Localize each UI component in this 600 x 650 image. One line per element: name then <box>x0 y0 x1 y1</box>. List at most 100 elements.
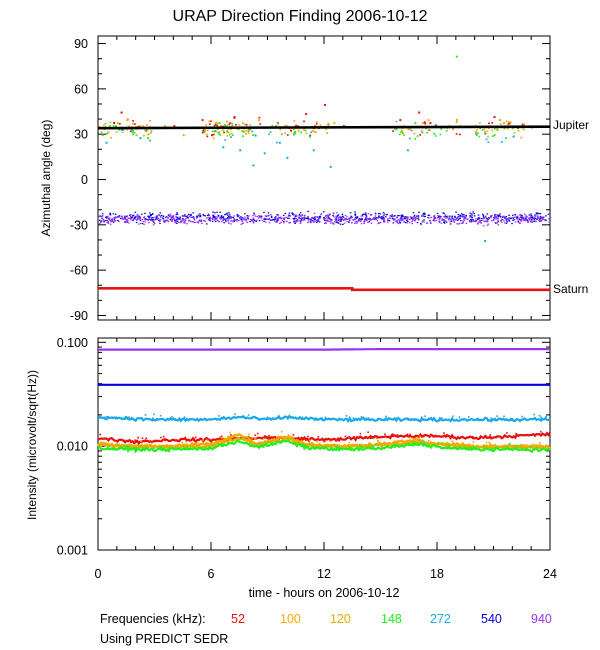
point-540 <box>244 213 246 215</box>
point-940 <box>179 219 182 221</box>
point-148 <box>476 132 479 134</box>
point-120 <box>517 129 520 132</box>
point-940 <box>354 215 357 217</box>
point-540 <box>337 219 340 222</box>
point-540 <box>361 215 364 217</box>
intensity-point-148 <box>517 445 520 447</box>
point-940 <box>526 216 528 218</box>
point-540 <box>520 214 523 216</box>
point-148 <box>401 132 404 135</box>
direction-y-tick-label: 60 <box>74 82 88 96</box>
point-540 <box>109 213 112 216</box>
point-540 <box>336 216 338 218</box>
point-940 <box>172 215 175 217</box>
point-100 <box>502 122 505 125</box>
intensity-point-148 <box>521 448 523 451</box>
intensity-point-100 <box>282 435 285 438</box>
point-540 <box>312 217 315 220</box>
point-940 <box>225 221 227 223</box>
point-540 <box>380 217 383 219</box>
point-940 <box>338 218 341 220</box>
point-148 <box>213 130 216 133</box>
intensity-point-100 <box>202 438 204 441</box>
point-940 <box>377 222 380 225</box>
intensity-point-272 <box>257 418 260 421</box>
point-540 <box>156 215 158 217</box>
point-540 <box>341 215 344 217</box>
point-540 <box>340 218 342 221</box>
point-940 <box>460 216 462 218</box>
point-540 <box>405 216 407 218</box>
intensity-point-52 <box>506 432 508 434</box>
point-272 <box>278 141 281 144</box>
intensity-plot-frame <box>97 337 551 551</box>
point-940 <box>246 216 249 218</box>
intensity-point-272 <box>359 418 362 421</box>
point-940 <box>538 217 540 219</box>
point-940 <box>251 220 254 222</box>
point-540 <box>222 216 225 218</box>
point-940 <box>420 223 423 226</box>
point-940 <box>137 217 140 219</box>
point-940 <box>245 218 248 220</box>
point-100 <box>455 118 458 121</box>
point-940 <box>178 217 181 219</box>
point-940 <box>518 217 521 219</box>
point-120 <box>305 132 308 135</box>
point-940 <box>474 220 477 222</box>
point-148 <box>146 137 149 140</box>
point-940 <box>269 219 272 221</box>
point-120 <box>509 121 512 124</box>
point-540 <box>329 218 332 220</box>
point-100 <box>475 129 478 131</box>
point-940 <box>326 218 329 220</box>
legend-272: 272 <box>430 612 451 626</box>
intensity-point-272 <box>190 418 193 420</box>
point-940 <box>548 221 551 223</box>
intensity-point-272 <box>398 417 401 420</box>
point-940 <box>230 220 233 222</box>
point-540 <box>480 217 483 220</box>
point-940 <box>471 218 473 220</box>
point-940 <box>181 217 184 220</box>
point-940 <box>365 215 368 217</box>
point-540 <box>483 217 486 219</box>
intensity-point-272 <box>153 413 155 416</box>
intensity-point-272 <box>114 417 117 420</box>
point-940 <box>233 217 235 219</box>
point-540 <box>388 220 391 222</box>
intensity-point-100 <box>206 439 209 442</box>
point-148 <box>150 130 153 132</box>
point-148 <box>275 125 278 128</box>
intensity-point-100 <box>525 444 528 446</box>
point-540 <box>407 220 409 222</box>
point-540 <box>247 217 249 219</box>
point-940 <box>458 216 461 218</box>
intensity-point-120 <box>420 440 422 443</box>
point-940 <box>261 219 263 221</box>
point-940 <box>165 219 168 221</box>
point-540 <box>538 212 540 215</box>
intensity-point-52 <box>490 436 492 439</box>
point-940 <box>242 222 244 224</box>
point-540 <box>230 216 233 218</box>
point-540 <box>355 217 358 220</box>
point-940 <box>417 215 419 218</box>
point-940 <box>490 220 493 222</box>
point-540 <box>497 216 500 218</box>
point-940 <box>428 219 431 221</box>
point-52 <box>290 129 293 132</box>
intensity-point-120 <box>109 445 111 447</box>
point-940 <box>283 222 285 224</box>
intensity-point-148 <box>170 447 173 450</box>
intensity-series-940 <box>98 348 550 351</box>
point-940 <box>298 220 301 222</box>
point-940 <box>393 218 396 221</box>
point-540 <box>374 212 377 214</box>
point-940 <box>518 222 521 224</box>
point-272 <box>224 139 227 141</box>
point-940 <box>412 217 414 220</box>
point-540 <box>469 214 472 217</box>
point-52 <box>213 124 216 127</box>
point-940 <box>446 216 449 219</box>
